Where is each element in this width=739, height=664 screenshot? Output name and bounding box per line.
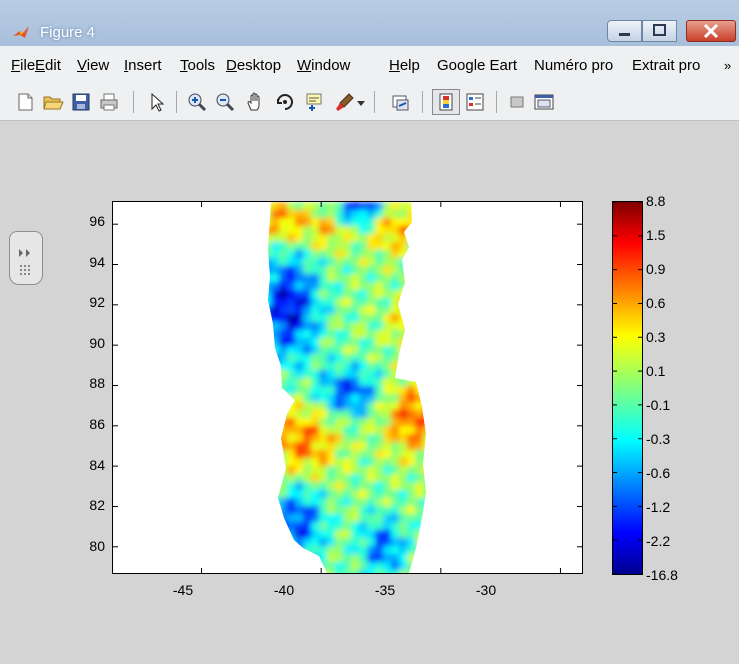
- y-tick-label: 92: [89, 294, 105, 310]
- colorbar-label: 8.8: [646, 193, 666, 209]
- print-figure-icon[interactable]: [98, 91, 120, 113]
- y-tick-label: 94: [89, 254, 105, 270]
- colorbar-label: -0.1: [646, 397, 671, 413]
- rotate-3d-icon[interactable]: [274, 91, 296, 113]
- colorbar-label: -2.2: [646, 533, 671, 549]
- pan-icon[interactable]: [244, 91, 266, 113]
- y-tick-label: 82: [89, 497, 105, 513]
- plot-tools-dock-tab[interactable]: [9, 231, 43, 285]
- menu-numero-pro[interactable]: Numéro pro: [534, 57, 614, 74]
- brush-dropdown-icon[interactable]: [357, 99, 365, 107]
- colorbar-label: -1.2: [646, 499, 671, 515]
- zoom-in-icon[interactable]: [186, 91, 208, 113]
- title-bar: Figure 4: [0, 0, 739, 46]
- y-tick-label: 86: [89, 416, 105, 432]
- insert-colorbar-icon[interactable]: [435, 91, 457, 113]
- y-tick-label: 88: [89, 375, 105, 391]
- y-tick-label: 80: [89, 538, 105, 554]
- menu-desktop[interactable]: Desktop: [226, 57, 282, 74]
- y-tick-label: 96: [89, 213, 105, 229]
- colorbar-gradient: [613, 202, 642, 574]
- menu-edit[interactable]: Edit: [35, 57, 61, 74]
- x-tick-label: -40: [273, 582, 295, 598]
- colorbar-label: 0.3: [646, 329, 666, 345]
- matlab-logo-icon: [13, 26, 29, 38]
- maximize-icon: [653, 24, 666, 36]
- close-icon: [703, 23, 719, 39]
- colorbar-label: -16.8: [646, 567, 678, 583]
- menu-google-earth[interactable]: Google Eart: [437, 57, 518, 74]
- minimize-icon: [619, 33, 630, 36]
- minimize-button[interactable]: [607, 20, 642, 42]
- colorbar-label: 0.9: [646, 261, 666, 277]
- window-title: Figure 4: [40, 24, 96, 41]
- colorbar-label: -0.3: [646, 431, 671, 447]
- menu-file[interactable]: File: [11, 57, 36, 74]
- open-file-icon[interactable]: [42, 91, 64, 113]
- new-figure-icon[interactable]: [14, 91, 36, 113]
- zoom-out-icon[interactable]: [214, 91, 236, 113]
- menu-window[interactable]: Window: [297, 57, 351, 74]
- x-tick-label: -45: [172, 582, 194, 598]
- y-tick-label: 90: [89, 335, 105, 351]
- plot-axes[interactable]: [112, 201, 583, 574]
- close-button[interactable]: [686, 20, 736, 42]
- y-tick-label: 84: [89, 457, 105, 473]
- menu-overflow-chevron[interactable]: »: [724, 58, 732, 73]
- figure-toolbar: [0, 86, 739, 121]
- edit-plot-icon[interactable]: [146, 91, 168, 113]
- colorbar-label: 0.1: [646, 363, 666, 379]
- menu-extrait-pro[interactable]: Extrait pro: [632, 57, 701, 74]
- heatmap-image: [113, 202, 582, 573]
- colorbar-label: -0.6: [646, 465, 671, 481]
- menu-tools[interactable]: Tools: [180, 57, 216, 74]
- x-tick-label: -30: [475, 582, 497, 598]
- colorbar[interactable]: [612, 201, 643, 575]
- show-plot-tools-icon[interactable]: [533, 91, 555, 113]
- colorbar-label: 0.6: [646, 295, 666, 311]
- hide-plot-tools-icon[interactable]: [506, 91, 528, 113]
- insert-legend-icon[interactable]: [464, 91, 486, 113]
- menu-insert[interactable]: Insert: [124, 57, 162, 74]
- colorbar-label: 1.5: [646, 227, 666, 243]
- maximize-button[interactable]: [642, 20, 677, 42]
- brush-icon[interactable]: [334, 91, 356, 113]
- menu-view[interactable]: View: [77, 57, 110, 74]
- link-plot-icon[interactable]: [390, 91, 412, 113]
- x-tick-label: -35: [374, 582, 396, 598]
- menu-help[interactable]: Help: [389, 57, 420, 74]
- expand-arrows-icon: [19, 249, 30, 275]
- save-figure-icon[interactable]: [70, 91, 92, 113]
- menu-bar: File Edit View Insert Tools Desktop Wind…: [0, 46, 739, 87]
- data-cursor-icon[interactable]: [304, 91, 326, 113]
